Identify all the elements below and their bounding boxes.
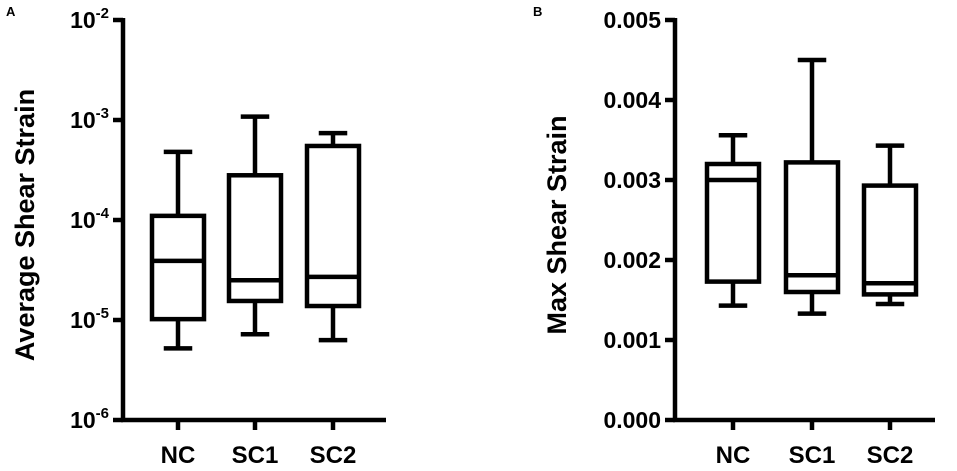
panel-b-y-tick-label: 0.001 [603, 327, 661, 353]
interquartile-box [149, 213, 207, 322]
panel-a-y-tick-label: 10-6 [70, 405, 109, 433]
interquartile-box [304, 143, 362, 309]
interquartile-box [226, 173, 284, 304]
panel-a-y-tick-label: 10-5 [70, 305, 109, 333]
panel-a-category-label: SC1 [232, 442, 279, 469]
interquartile-box [704, 161, 762, 284]
panel-b-y-tick-label: 0.003 [603, 167, 661, 193]
panel-a-category-label: SC2 [310, 442, 357, 469]
panel-a-box-sc2 [304, 130, 362, 343]
panel-b-y-tick-label: 0.005 [603, 7, 661, 33]
panel-b-category-label: SC1 [789, 442, 836, 469]
panel-b-y-axis-title: Max Shear Strain [542, 115, 572, 334]
panel-b-category-label: NC [716, 442, 751, 469]
panel-b-category-label: SC2 [867, 442, 914, 469]
panel-a-y-axis-title: Average Shear Strain [10, 89, 40, 361]
interquartile-box [861, 183, 919, 297]
panel-b-y-tick-label: 0.000 [603, 407, 661, 433]
panel-a-box-nc [149, 149, 207, 351]
panel-b-box-sc2 [861, 143, 919, 307]
panel-b-y-tick-label: 0.002 [603, 247, 661, 273]
panel-a-box-sc1 [226, 114, 284, 337]
panel-b-box-nc [704, 132, 762, 308]
panel-a-y-tick-label: 10-3 [70, 105, 109, 133]
panel-a-y-tick-label: 10-2 [70, 5, 109, 33]
panel-a: A Average Shear Strain 10-2 10-3 10-4 10-5 1… [6, 4, 386, 469]
panel-b-box-sc1 [783, 57, 841, 316]
panel-a-label: A [6, 4, 16, 19]
panel-b-label: B [533, 4, 542, 19]
panel-a-category-label: NC [161, 442, 196, 469]
panel-b: B Max Shear Strain 0.000 0.001 0.002 0.003 0… [533, 4, 935, 469]
panel-b-y-tick-label: 0.004 [603, 87, 661, 113]
interquartile-box [783, 160, 841, 295]
panel-a-y-tick-label: 10-4 [70, 205, 110, 233]
